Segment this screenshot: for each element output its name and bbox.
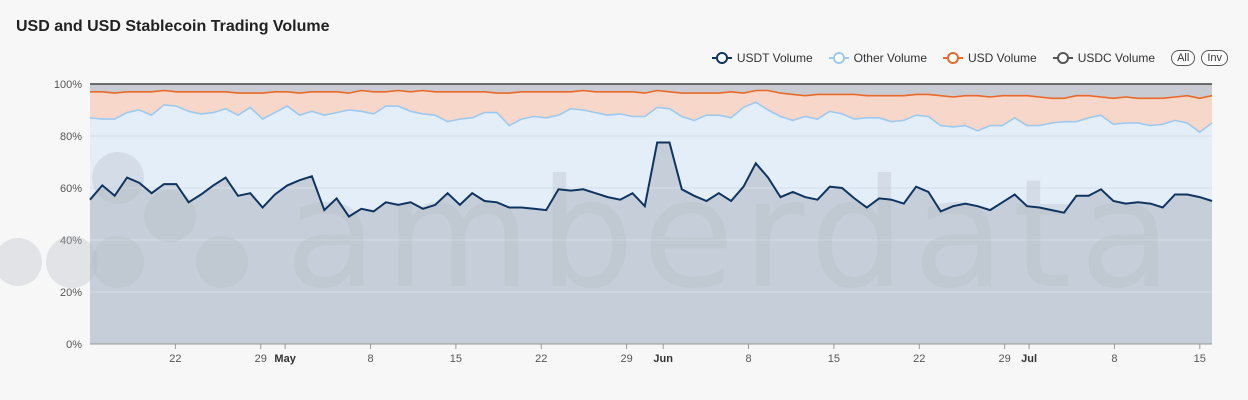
- legend-marker-other: [828, 52, 849, 64]
- legend-label-usdc: USDC Volume: [1077, 51, 1156, 65]
- y-tick-label: 0%: [66, 339, 82, 351]
- x-tick-label: 29: [255, 353, 267, 365]
- y-tick-label: 80%: [60, 131, 82, 143]
- x-tick-label: 8: [1111, 353, 1117, 365]
- watermark-logo-dot: [46, 236, 98, 288]
- watermark-logo-dot: [0, 238, 42, 286]
- y-tick-label: 60%: [60, 183, 82, 195]
- usdt-volume-line: [89, 141, 1213, 218]
- watermark-logo-dot: [196, 236, 248, 288]
- x-tick-label: 22: [535, 353, 547, 365]
- x-tick-label: 22: [913, 353, 925, 365]
- legend-label-usd: USD Volume: [968, 51, 1037, 65]
- x-tick-label: Jun: [653, 353, 673, 365]
- all-toggle-button[interactable]: All: [1171, 50, 1196, 66]
- legend-marker-usd: [943, 52, 963, 64]
- x-tick-label: 22: [169, 353, 181, 365]
- legend-label-usdt: USDT Volume: [736, 51, 813, 65]
- x-tick-label: 15: [828, 353, 840, 365]
- y-tick-label: 20%: [60, 287, 82, 299]
- usd-volume-line: [90, 89, 1213, 100]
- x-tick-label: May: [274, 353, 296, 365]
- legend-marker-usdt: [711, 52, 732, 64]
- x-tick-label: 8: [746, 353, 752, 365]
- legend-item-usdc[interactable]: USDC Volume: [1052, 51, 1156, 65]
- x-tick-label: 15: [1194, 353, 1206, 365]
- watermark-logo-dot: [92, 236, 144, 288]
- inv-toggle-button[interactable]: Inv: [1201, 50, 1228, 66]
- legend-item-other[interactable]: Other Volume: [828, 51, 927, 65]
- watermark-logo-dot: [92, 152, 144, 204]
- x-tick-label: 29: [999, 353, 1011, 365]
- y-tick-label: 100%: [54, 79, 82, 91]
- legend-label-other: Other Volume: [853, 51, 927, 65]
- x-tick-label: 15: [450, 353, 462, 365]
- legend: USDT Volume Other Volume USD Volume USDC…: [711, 50, 1228, 66]
- watermark-logo-dot: [144, 190, 196, 242]
- watermark-text: amberdata: [285, 148, 1179, 322]
- x-tick-label: 8: [367, 353, 373, 365]
- x-tick-label: Jul: [1021, 353, 1037, 365]
- other-volume-line: [89, 101, 1213, 134]
- x-tick-label: 29: [620, 353, 632, 365]
- usdt-area: [90, 142, 1212, 344]
- y-tick-label: 40%: [60, 235, 82, 247]
- legend-marker-usdc: [1052, 52, 1073, 64]
- legend-item-usd[interactable]: USD Volume: [943, 51, 1037, 65]
- legend-item-usdt[interactable]: USDT Volume: [711, 51, 813, 65]
- chart-title: USD and USD Stablecoin Trading Volume: [16, 18, 330, 35]
